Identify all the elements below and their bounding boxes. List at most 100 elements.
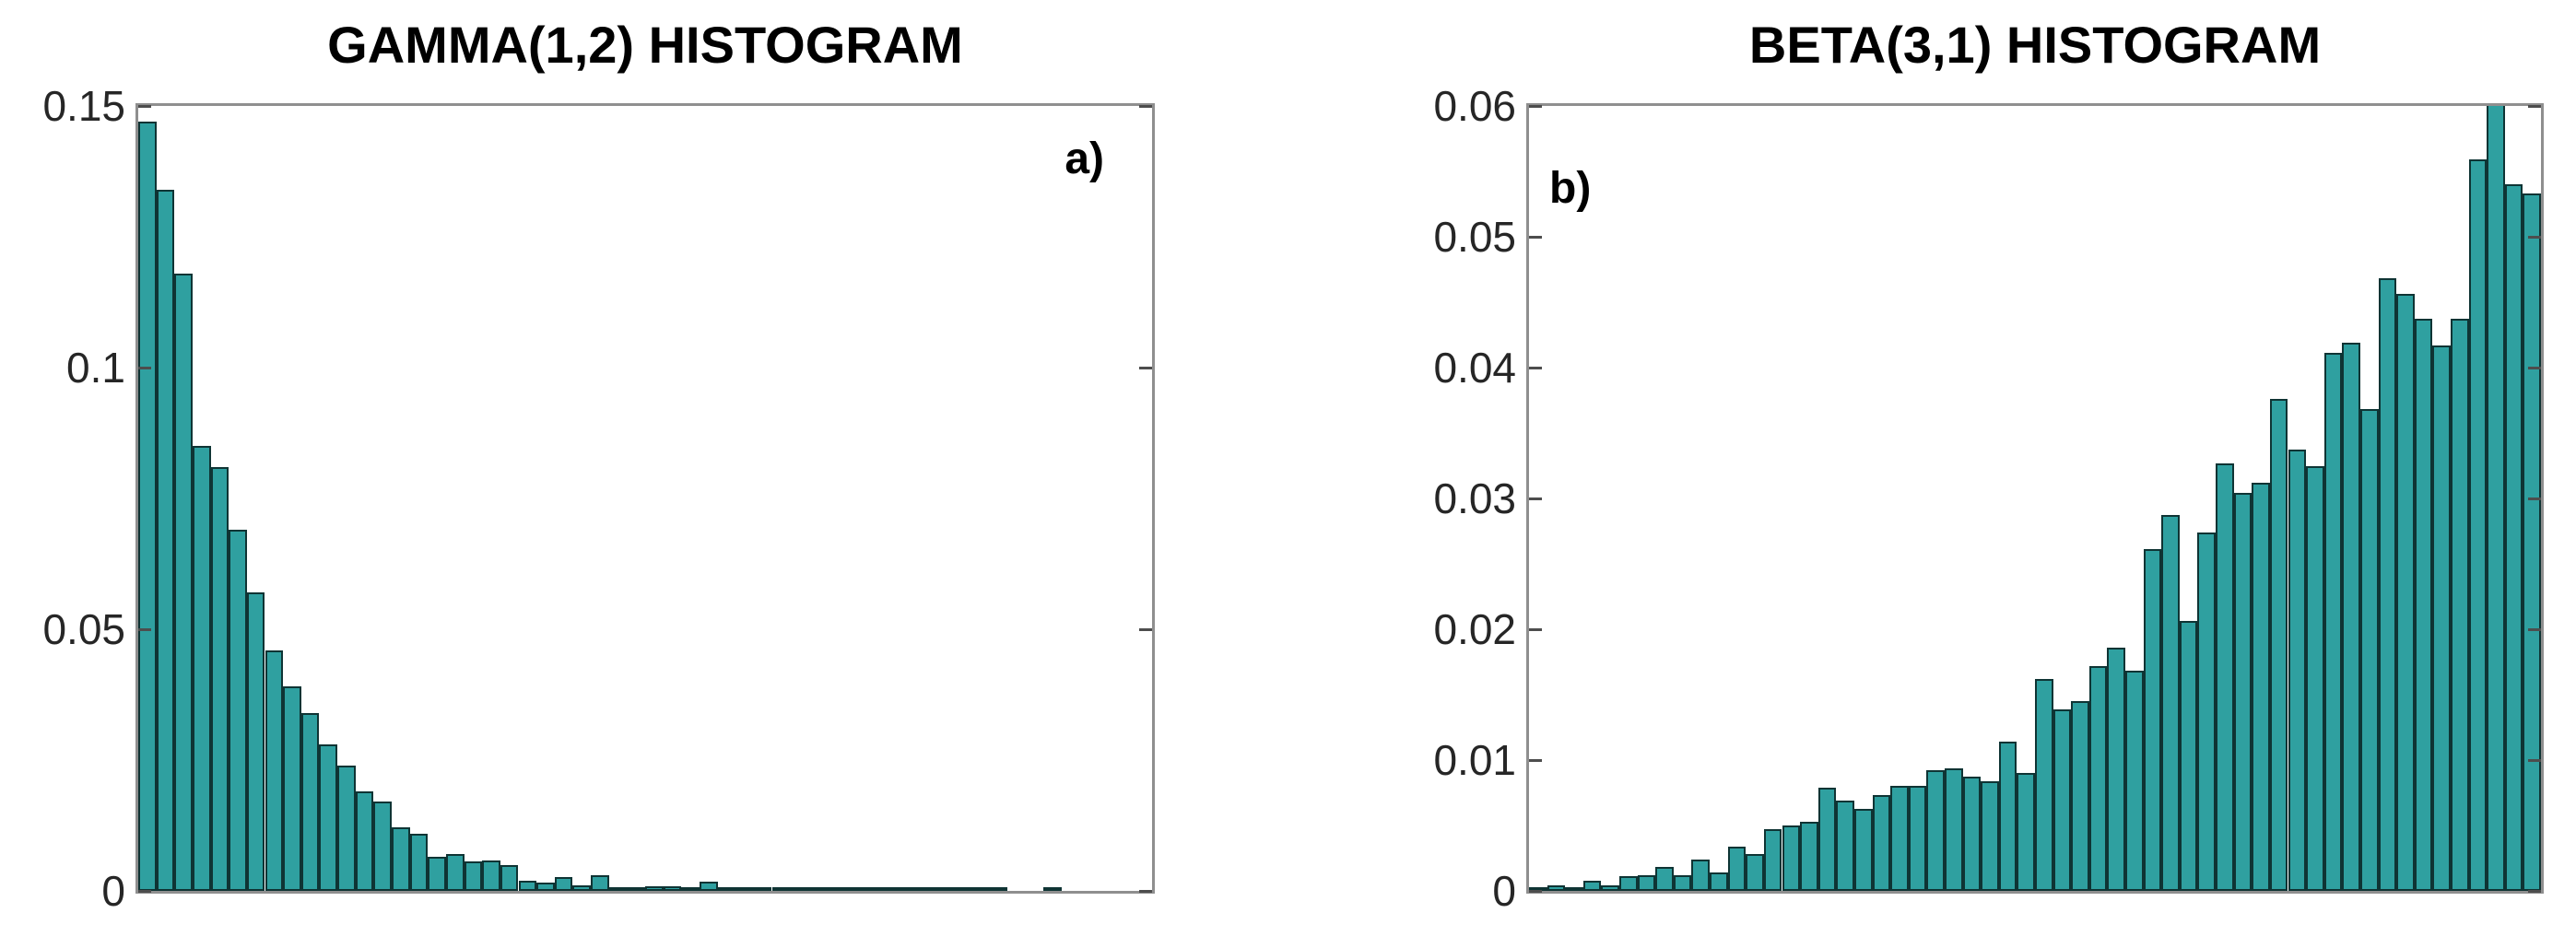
- histogram-bar: [717, 887, 736, 891]
- beta-histogram-title: BETA(3,1) HISTOGRAM: [1748, 16, 2322, 74]
- panel-b-annotation: b): [1549, 164, 1592, 213]
- histogram-bar: [464, 860, 483, 891]
- histogram-bar: [2432, 345, 2451, 891]
- histogram-bar: [392, 827, 410, 891]
- histogram-bar: [174, 273, 193, 891]
- histogram-bar: [2035, 678, 2053, 891]
- y-tick-mark: [1529, 497, 1542, 500]
- y-tick-label: 0.05: [42, 605, 125, 653]
- y-tick-mark: [138, 104, 151, 108]
- histogram-bar: [916, 887, 935, 891]
- histogram-bar: [283, 686, 301, 891]
- histogram-bar: [1998, 742, 2017, 891]
- histogram-bar: [1710, 872, 1728, 891]
- histogram-bar: [1637, 874, 1656, 891]
- y-tick-mark: [1529, 758, 1542, 762]
- histogram-bar: [2233, 493, 2253, 891]
- histogram-bar: [1601, 885, 1620, 891]
- histogram-bar: [1962, 777, 1982, 891]
- histogram-bar: [1582, 880, 1602, 891]
- y-tick-mark: [1529, 627, 1542, 631]
- histogram-bar: [2053, 708, 2072, 891]
- histogram-bar: [355, 791, 374, 891]
- histogram-bar: [2017, 773, 2035, 891]
- y-tick-label: 0: [1492, 867, 1516, 915]
- histogram-bar: [844, 887, 863, 891]
- histogram-bar: [699, 881, 718, 891]
- y-tick-label: 0.15: [42, 82, 125, 130]
- histogram-bar: [2359, 409, 2379, 891]
- y-tick-mark: [1529, 366, 1542, 369]
- histogram-bar: [807, 887, 827, 891]
- histogram-bar: [373, 802, 392, 891]
- histogram-bar: [753, 887, 772, 891]
- y-tick-mark: [2528, 497, 2541, 500]
- panel-a-annotation: a): [1065, 135, 1104, 183]
- histogram-bar: [445, 853, 465, 891]
- y-tick-label: 0.1: [66, 344, 125, 392]
- histogram-bar: [1746, 854, 1764, 891]
- histogram-bar: [156, 189, 175, 891]
- histogram-bar: [2107, 647, 2126, 891]
- histogram-bar: [1890, 786, 1909, 891]
- histogram-bar: [2396, 294, 2415, 891]
- y-tick-mark: [1529, 889, 1542, 893]
- histogram-bar: [1817, 787, 1837, 891]
- gamma-histogram-title: GAMMA(1,2) HISTOGRAM: [327, 16, 963, 74]
- histogram-bar: [428, 857, 446, 891]
- histogram-bar: [2161, 515, 2180, 891]
- histogram-bar: [2179, 621, 2198, 891]
- histogram-bar: [1944, 767, 1963, 891]
- histogram-bar: [518, 880, 537, 891]
- histogram-bar: [591, 874, 609, 891]
- histogram-bar: [790, 887, 808, 891]
- histogram-bar: [989, 887, 1007, 891]
- histogram-bar: [1763, 829, 1782, 891]
- histogram-bar: [970, 887, 990, 891]
- histogram-bar: [2342, 343, 2360, 891]
- y-tick-mark: [1139, 627, 1152, 631]
- histogram-bar: [1673, 874, 1692, 891]
- histogram-bar: [2523, 193, 2541, 891]
- histogram-bar: [192, 446, 211, 891]
- y-tick-mark: [2528, 627, 2541, 631]
- y-tick-mark: [2528, 235, 2541, 239]
- y-tick-mark: [1139, 366, 1152, 369]
- histogram-bar: [210, 466, 229, 891]
- histogram-bar: [1800, 821, 1818, 891]
- histogram-bar: [1853, 808, 1873, 891]
- y-tick-mark: [1139, 889, 1152, 893]
- histogram-bar: [771, 887, 791, 891]
- y-tick-mark: [2528, 758, 2541, 762]
- histogram-bar: [1727, 846, 1747, 891]
- histogram-bar: [2414, 319, 2433, 891]
- histogram-bar: [1547, 885, 1566, 891]
- histogram-bar: [554, 876, 573, 891]
- histogram-bar: [482, 860, 500, 891]
- y-tick-label: 0: [101, 867, 125, 915]
- histogram-bar: [645, 885, 664, 891]
- histogram-bar: [2071, 701, 2089, 891]
- histogram-bar: [1619, 876, 1638, 891]
- histogram-bar: [826, 887, 845, 891]
- histogram-bar: [2197, 532, 2217, 891]
- histogram-bar: [627, 887, 645, 891]
- histogram-bar: [2306, 465, 2324, 891]
- gamma-histogram-bars-area: [138, 106, 1152, 891]
- y-tick-label: 0.02: [1433, 605, 1516, 653]
- histogram-bar: [663, 886, 682, 891]
- histogram-bar: [300, 712, 320, 891]
- histogram-bar: [229, 530, 247, 891]
- histogram-bar: [2216, 462, 2234, 891]
- histogram-bar: [2252, 482, 2270, 891]
- histogram-bar: [1565, 886, 1583, 891]
- histogram-bar: [337, 765, 356, 891]
- histogram-bar: [138, 122, 157, 891]
- y-tick-mark: [1139, 104, 1152, 108]
- histogram-bar: [1655, 867, 1674, 891]
- y-tick-mark: [2528, 889, 2541, 893]
- beta-histogram-bars-area: [1529, 106, 2541, 891]
- histogram-bar: [608, 887, 628, 891]
- beta-histogram-plot: b): [1526, 103, 2544, 894]
